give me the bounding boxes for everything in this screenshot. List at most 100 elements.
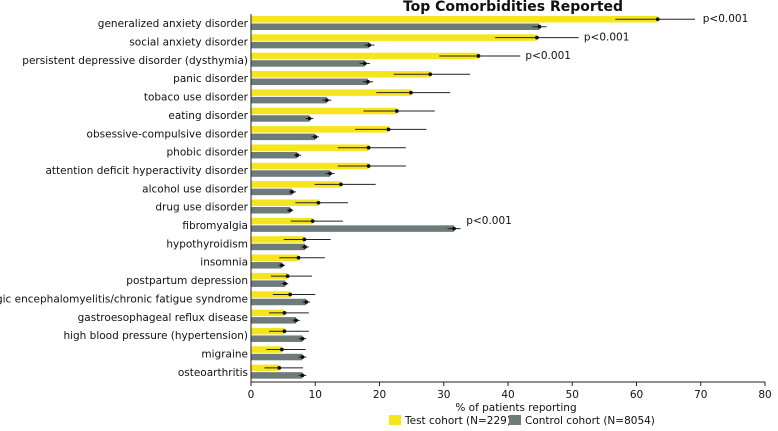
bar-control [251,60,365,67]
bar-test [251,217,313,225]
category-label: persistent depressive disorder (dysthymi… [22,55,248,67]
legend-swatch-control [509,415,521,425]
mean-point [296,255,301,260]
mean-point [386,127,391,132]
category-label: high blood pressure (hypertension) [63,330,248,342]
bar-control [251,262,282,269]
category-label: postpartum depression [126,275,248,287]
mean-point [476,54,481,58]
mean-point [295,153,300,158]
bar-control [251,23,540,30]
x-tick-label: 30 [437,389,450,401]
category-label: osteoarthritis [178,367,248,379]
mean-point [362,61,367,66]
bar-control [251,372,303,379]
bar-test [251,309,285,317]
mean-point [655,17,660,22]
bar-control [251,170,331,177]
bar-test [251,236,305,243]
mean-point [303,245,307,249]
bar-control [251,225,455,232]
legend: Test cohort (N=229) Control cohort (N=805… [389,415,655,427]
mean-point [282,329,287,334]
mean-point [283,281,287,286]
p-value-annotation: p<0.001 [584,32,630,44]
bar-test [251,34,537,41]
category-label: tobaco use disorder [144,92,249,104]
category-label: social anxiety disorder [129,37,248,49]
p-value-annotation: p<0.001 [703,13,749,25]
category-label: panic disorder [173,73,249,85]
mean-point [452,226,456,231]
legend-label-test: Test cohort (N=229) [404,415,511,427]
bar-test [251,272,288,280]
category-label: obsessive-compulsive disorder [87,128,249,140]
mean-point [535,35,539,40]
x-axis-label: % of patients reporting [455,402,576,414]
mean-point [300,373,305,378]
x-tick-label: 60 [630,389,643,401]
bar-test [251,199,319,206]
mean-point [313,134,318,139]
mean-point [300,355,305,359]
bar-test [251,89,411,96]
category-label: hypothyroidism [166,238,248,250]
category-label: drug use disorder [155,202,248,214]
bar-test [251,71,431,78]
x-tick-label: 40 [501,389,514,401]
mean-point [302,237,307,242]
category-label: phobic disorder [167,147,249,159]
mean-point [277,366,282,370]
x-tick-label: 0 [248,389,255,401]
mean-point [279,347,284,352]
bar-control [251,280,286,287]
mean-point [366,79,370,84]
bar-control [251,41,370,49]
bar-test [251,16,658,23]
bar-test [251,291,291,298]
bar-control [251,78,368,86]
legend-label-control: Control cohort (N=8054) [525,415,655,427]
bar-control [251,243,305,251]
chart-title: Top Comorbidities Reported [403,0,623,15]
mean-point [366,145,371,150]
bar-control [251,335,303,342]
bar-test [251,144,369,151]
mean-point [282,310,287,315]
mean-point [428,72,433,77]
bar-test [251,254,299,262]
bar-control [251,317,296,324]
category-label: fibromyalgia [182,220,248,232]
category-label: myalgic encephalomyelitis/chronic fatigu… [0,293,248,305]
bar-control [251,353,303,361]
mean-point [394,109,399,113]
mean-point [288,208,293,213]
category-label: insomnia [200,257,248,269]
bar-control [251,96,327,104]
mean-point [307,116,312,121]
p-value-annotation: p<0.001 [525,50,571,62]
plot-area: generalized anxiety disorder social anxie… [0,13,772,401]
mean-point [294,318,298,323]
mean-point [367,43,372,47]
bar-test [251,181,341,188]
mean-point [279,263,284,268]
mean-point [409,90,413,95]
bar-test [251,162,369,170]
bar-control [251,207,291,214]
mean-point [328,171,332,176]
category-label: gastroesophageal reflux disease [78,312,248,324]
mean-point [300,336,305,341]
category-label: generalized anxiety disorder [98,18,249,30]
mean-point [316,200,321,205]
mean-point [290,190,295,194]
bar-control [251,115,310,122]
mean-point [304,300,309,304]
mean-point [537,24,542,29]
bar-control [251,188,293,196]
x-tick-label: 10 [309,389,322,401]
legend-swatch-test [389,415,401,425]
category-label: alcohol use disorder [142,183,249,195]
mean-point [288,292,293,297]
